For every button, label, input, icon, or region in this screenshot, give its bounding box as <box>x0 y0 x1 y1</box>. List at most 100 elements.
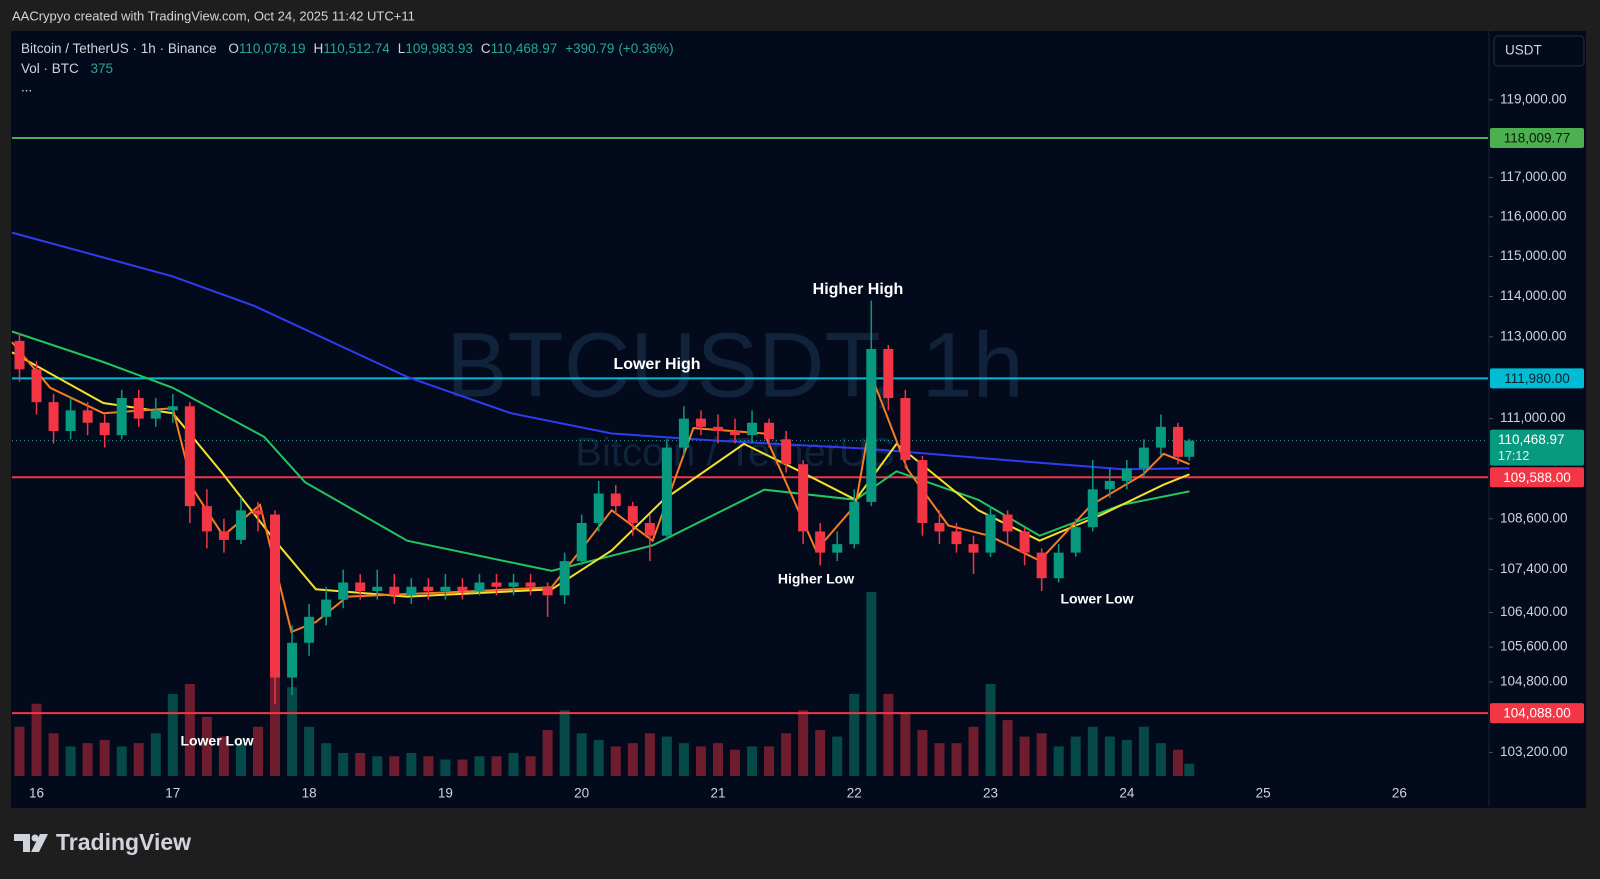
volume-bar <box>764 746 775 776</box>
last-price-box <box>1490 429 1584 466</box>
volume-bar <box>1019 736 1030 776</box>
volume-bar <box>968 726 979 776</box>
level-label-box <box>1490 703 1584 724</box>
volume-bar <box>542 730 553 776</box>
symbol-legend: Bitcoin / TetherUS · 1h · Binance O110,0… <box>21 41 674 56</box>
legend-value: 109,983.93 <box>405 41 473 56</box>
volume-bar <box>576 733 587 776</box>
volume-bar <box>985 684 996 776</box>
more-button[interactable]: ... <box>21 80 32 95</box>
y-tick-label: 108,600.00 <box>1500 510 1568 525</box>
candle-body <box>781 439 792 465</box>
x-tick-label: 17 <box>165 786 180 801</box>
volume-bar <box>781 733 792 776</box>
candle-body <box>48 402 59 432</box>
y-tick-label: 107,400.00 <box>1500 561 1568 576</box>
candle-body <box>849 501 860 545</box>
legend-change: +390.79 <box>565 41 614 56</box>
candle-body <box>525 582 536 587</box>
volume-bar <box>883 693 894 776</box>
volume-bar <box>730 749 741 776</box>
volume-bar <box>491 756 502 776</box>
volume-bar <box>82 743 93 776</box>
level-label-box <box>1490 467 1584 488</box>
x-tick-label: 23 <box>983 786 998 801</box>
logo-mark <box>14 834 30 852</box>
x-tick-label: 24 <box>1119 786 1135 801</box>
candle-body <box>201 506 212 532</box>
candle-body <box>951 531 962 545</box>
candle-body <box>1172 426 1183 457</box>
candle-body <box>253 510 263 515</box>
level-label: 109,588.00 <box>1503 470 1571 485</box>
moving-average-line <box>11 330 1190 572</box>
candle-body <box>235 510 246 540</box>
currency-button[interactable] <box>1493 35 1585 67</box>
volume-bar <box>1121 739 1132 776</box>
level-label: 118,009.77 <box>1504 131 1571 146</box>
volume-label: Vol · BTC <box>21 61 79 76</box>
y-tick-label: 116,000.00 <box>1500 208 1567 223</box>
candle-body <box>167 406 178 411</box>
annotation: Lower High <box>613 356 700 373</box>
candle-body <box>866 348 877 502</box>
volume-bar <box>321 743 332 776</box>
volume-bar <box>14 726 25 776</box>
volume-bar <box>457 759 468 776</box>
volume-bar <box>1053 746 1064 776</box>
volume-bar <box>1172 749 1183 776</box>
volume-bar <box>167 693 178 776</box>
candle-body <box>1104 480 1115 490</box>
candle-body <box>457 586 468 592</box>
volume-bar <box>1184 763 1195 776</box>
candle-body <box>917 460 928 523</box>
y-tick-label: 114,000.00 <box>1500 288 1567 303</box>
volume-bar <box>644 733 655 776</box>
candle-body <box>542 586 553 596</box>
x-tick-label: 20 <box>574 786 589 801</box>
candle-body <box>184 406 195 507</box>
candle-body <box>372 586 383 592</box>
volume-bar <box>474 756 485 776</box>
legend-key: H <box>313 41 323 56</box>
candle-body <box>934 522 945 532</box>
volume-bar <box>627 743 638 776</box>
candle-body <box>730 431 741 436</box>
volume-bar <box>338 753 349 776</box>
volume-bar <box>525 756 536 776</box>
volume-bar <box>815 730 826 776</box>
y-tick-label: 111,000.00 <box>1500 410 1566 425</box>
candle-body <box>1121 468 1132 481</box>
annotation: Higher Low <box>778 571 854 587</box>
volume-bar <box>31 703 42 776</box>
volume-bar <box>712 743 723 776</box>
y-tick-label: 105,600.00 <box>1500 639 1568 654</box>
candle-body <box>764 422 775 440</box>
candle-body <box>1002 514 1013 532</box>
candle-body <box>99 422 110 436</box>
volume-bar <box>99 739 110 776</box>
x-tick-label: 19 <box>438 786 453 801</box>
candle-body <box>406 586 417 596</box>
volume-bar <box>593 739 604 776</box>
volume-bar <box>270 667 281 776</box>
candle-body <box>355 582 366 592</box>
logo-mark <box>31 834 48 852</box>
candle-body <box>747 422 758 436</box>
candle-body <box>218 531 229 540</box>
volume-bar <box>218 736 229 776</box>
candle-body <box>832 544 843 553</box>
candle-body <box>593 493 604 523</box>
symbol: Bitcoin / TetherUS · 1h · Binance <box>21 41 217 56</box>
candle-body <box>610 493 621 507</box>
volume-bar <box>48 733 59 776</box>
volume-bar <box>1138 726 1149 776</box>
candle-body <box>116 398 127 436</box>
volume-bar <box>65 746 76 776</box>
volume-bar <box>184 684 195 776</box>
volume-bar <box>423 756 434 776</box>
y-tick-label: 103,200.00 <box>1500 744 1568 759</box>
currency-label[interactable]: USDT <box>1505 43 1542 58</box>
candle-body <box>491 582 502 587</box>
